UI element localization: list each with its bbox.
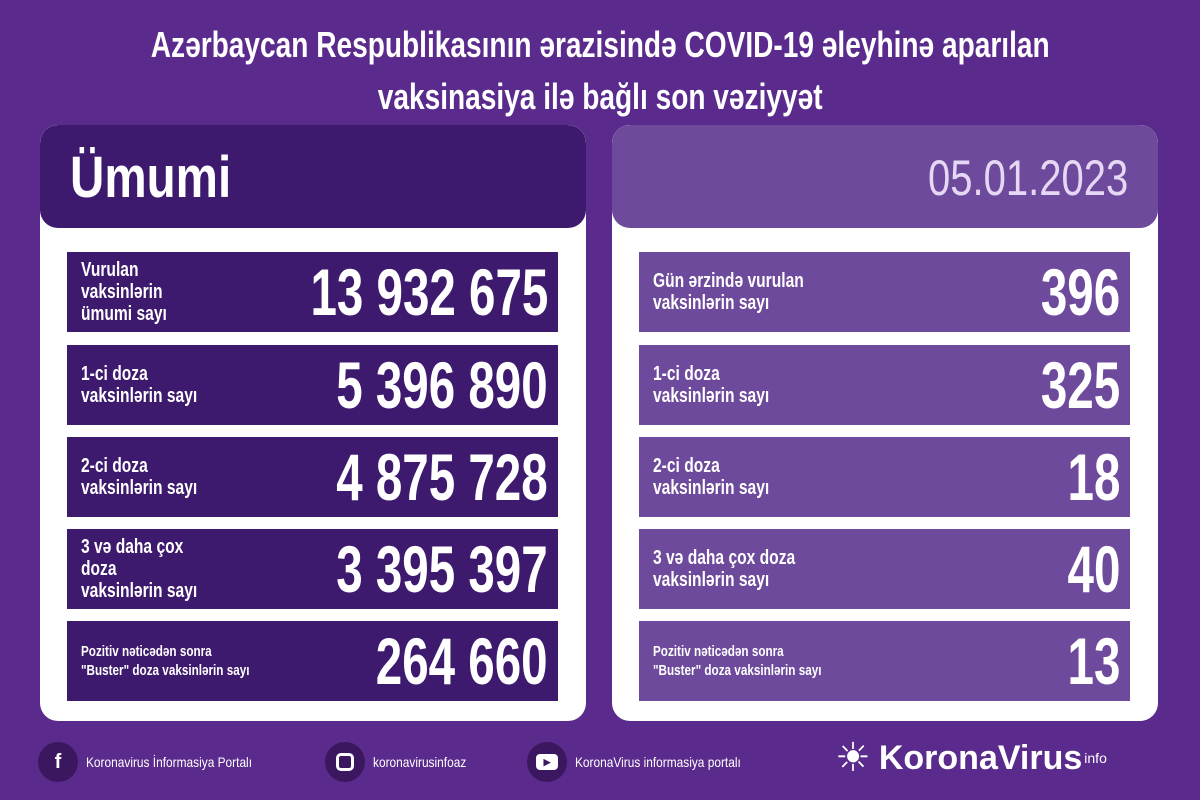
stat-label: Vurulan vaksinlərin ümumi sayı: [81, 259, 167, 325]
daily-card: 05.01.2023 Gün ərzində vurulan vaksinlər…: [612, 125, 1158, 721]
instagram-label: koronavirusinfoaz: [373, 754, 467, 770]
stat-label: 2-ci doza vaksinlərin sayı: [81, 455, 198, 499]
koronavirus-logo: ☀ KoronaVirus info: [835, 735, 1107, 781]
title-line-1: Azərbaycan Respublikasının ərazisində CO…: [150, 24, 1050, 65]
stat-value: 396: [1040, 255, 1120, 329]
youtube-link[interactable]: ▶ KoronaVirus informasiya portalı: [527, 742, 770, 782]
stat-value: 264 660: [376, 624, 548, 698]
stat-value: 5 396 890: [336, 348, 548, 422]
date-label: 05.01.2023: [927, 150, 1128, 206]
stat-row: Vurulan vaksinlərin ümumi sayı 13 932 675: [67, 252, 558, 332]
logo-sup: info: [1084, 750, 1107, 766]
instagram-icon: [325, 742, 366, 782]
stat-row: 1-ci doza vaksinlərin sayı 5 396 890: [67, 345, 558, 425]
stat-value: 40: [1067, 532, 1120, 606]
youtube-label: KoronaVirus informasiya portalı: [575, 754, 741, 770]
stat-label: 3 və daha çox doza vaksinlərin sayı: [653, 547, 796, 591]
stat-row: 3 və daha çox doza vaksinlərin sayı 40: [639, 529, 1130, 609]
title-line-2: vaksinasiya ilə bağlı son vəziyyət: [377, 76, 823, 117]
stat-value: 4 875 728: [336, 440, 548, 514]
stat-value: 18: [1067, 440, 1120, 514]
total-card: Ümumi Vurulan vaksinlərin ümumi sayı 13 9…: [40, 125, 586, 721]
stat-value: 13 932 675: [310, 255, 548, 329]
stat-value: 3 395 397: [336, 532, 548, 606]
stat-value: 325: [1040, 348, 1120, 422]
youtube-icon: ▶: [527, 742, 568, 782]
daily-header: 05.01.2023: [612, 125, 1158, 228]
footer: f Koronavirus İnformasiya Portalı koronav…: [38, 742, 792, 782]
total-header: Ümumi: [40, 125, 586, 228]
stat-label: Pozitiv nəticədən sonra "Buster" doza va…: [653, 643, 822, 679]
total-heading: Ümumi: [70, 145, 232, 210]
stat-label: 3 və daha çox doza vaksinlərin sayı: [81, 536, 198, 602]
facebook-icon: f: [38, 742, 78, 782]
stat-row: 1-ci doza vaksinlərin sayı 325: [639, 345, 1130, 425]
stat-value: 13: [1067, 624, 1120, 698]
stat-row: 2-ci doza vaksinlərin sayı 18: [639, 437, 1130, 517]
stat-label: 1-ci doza vaksinlərin sayı: [81, 363, 198, 407]
stat-row: 2-ci doza vaksinlərin sayı 4 875 728: [67, 437, 558, 517]
stat-label: 1-ci doza vaksinlərin sayı: [653, 363, 770, 407]
virus-sun-icon: ☀: [835, 736, 871, 780]
instagram-link[interactable]: koronavirusinfoaz: [325, 742, 483, 782]
logo-text: KoronaVirus: [878, 738, 1083, 777]
stat-row: Pozitiv nəticədən sonra "Buster" doza va…: [639, 621, 1130, 701]
stat-row: Gün ərzində vurulan vaksinlərin sayı 396: [639, 252, 1130, 332]
stat-row: Pozitiv nəticədən sonra "Buster" doza va…: [67, 621, 558, 701]
facebook-label: Koronavirus İnformasiya Portalı: [86, 754, 253, 770]
facebook-link[interactable]: f Koronavirus İnformasiya Portalı: [38, 742, 281, 782]
stat-label: Gün ərzində vurulan vaksinlərin sayı: [653, 270, 804, 314]
stat-label: Pozitiv nəticədən sonra "Buster" doza va…: [81, 643, 250, 679]
stat-label: 2-ci doza vaksinlərin sayı: [653, 455, 770, 499]
stat-row: 3 və daha çox doza vaksinlərin sayı 3 395…: [67, 529, 558, 609]
